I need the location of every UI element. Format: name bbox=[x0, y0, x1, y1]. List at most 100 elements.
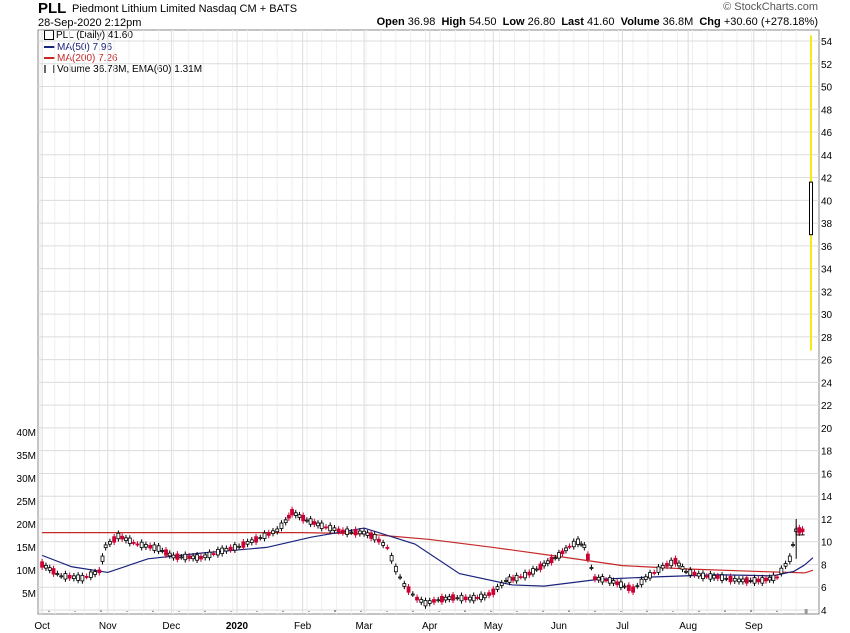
candle-body bbox=[767, 576, 772, 581]
last-value: 41.60 bbox=[587, 16, 615, 28]
candle-body bbox=[451, 594, 455, 601]
x-tick-label: Apr bbox=[422, 621, 438, 632]
candle-body bbox=[381, 542, 386, 546]
candle-body bbox=[491, 588, 496, 595]
candle-body bbox=[377, 538, 381, 543]
volume-bar bbox=[256, 611, 258, 612]
candle-body bbox=[283, 519, 288, 524]
volume-tick-label: 40M bbox=[17, 428, 36, 439]
candle-body bbox=[724, 577, 729, 580]
watermark[interactable]: © StockCharts.com bbox=[723, 1, 818, 13]
candle-body bbox=[402, 583, 407, 587]
candle-body bbox=[349, 531, 354, 534]
ma200-swatch-icon bbox=[44, 57, 55, 60]
candle-body bbox=[152, 544, 157, 551]
candle-body bbox=[127, 537, 132, 544]
candle-body bbox=[514, 575, 519, 582]
candle-body bbox=[279, 522, 284, 529]
candle-body bbox=[369, 532, 374, 539]
candle-body bbox=[266, 532, 271, 536]
candle-body bbox=[245, 541, 250, 545]
ma50-line bbox=[41, 527, 805, 587]
candle-body bbox=[220, 547, 225, 554]
volume-bar bbox=[464, 610, 466, 612]
y-tick-label: 8 bbox=[821, 560, 827, 571]
candle-body bbox=[791, 544, 795, 546]
ma50-swatch-icon bbox=[44, 46, 55, 49]
volume-tick-label: 20M bbox=[17, 520, 36, 531]
y-tick-label: 50 bbox=[821, 83, 833, 94]
candle-body bbox=[511, 577, 515, 581]
y-tick-label: 14 bbox=[821, 492, 833, 503]
ma50-tail bbox=[804, 557, 814, 566]
candle-body bbox=[585, 553, 590, 561]
volume-bar bbox=[126, 611, 128, 612]
candle-body bbox=[549, 556, 554, 564]
ticker-symbol: PLL bbox=[38, 0, 67, 17]
legend-volume: Volume 36.78M, EMA(60) 1.31M bbox=[44, 64, 202, 75]
volume-tick-label: 35M bbox=[17, 451, 36, 462]
volume-bar bbox=[152, 610, 154, 612]
candle-body bbox=[518, 576, 523, 579]
candle-body bbox=[787, 555, 792, 562]
candle-body bbox=[385, 547, 390, 549]
volume-bar bbox=[698, 610, 700, 612]
volume-bar bbox=[230, 611, 232, 612]
candle-body bbox=[241, 541, 246, 548]
candle-body bbox=[211, 553, 216, 555]
candle-body bbox=[673, 557, 678, 565]
candle-body bbox=[59, 575, 64, 578]
candle-body bbox=[332, 527, 337, 531]
candle-body bbox=[631, 586, 635, 593]
candle-body bbox=[97, 569, 102, 574]
candle-body bbox=[728, 575, 733, 583]
candle-icon bbox=[44, 30, 54, 41]
candle-body bbox=[436, 599, 441, 602]
x-tick-label: May bbox=[484, 621, 503, 632]
last-bar-body bbox=[809, 181, 813, 236]
candle-body bbox=[120, 535, 125, 540]
y-tick-label: 18 bbox=[821, 447, 833, 458]
x-tick-label: 2020 bbox=[226, 621, 249, 632]
candle-body bbox=[191, 555, 196, 560]
candle-body bbox=[593, 576, 597, 580]
candle-body bbox=[615, 581, 620, 586]
candle-body bbox=[293, 512, 298, 516]
candle-body bbox=[744, 577, 749, 584]
candle-body bbox=[164, 549, 168, 556]
x-tick-label: Oct bbox=[34, 621, 50, 632]
volume-bar bbox=[48, 610, 50, 612]
volume-bars-icon bbox=[44, 65, 55, 74]
candle-body bbox=[600, 576, 605, 583]
ohlc-readout: Open 36.98 High 54.50 Low 26.80 Last 41.… bbox=[377, 16, 818, 28]
volume-bar bbox=[490, 610, 492, 612]
candle-body bbox=[301, 514, 306, 522]
candle-body bbox=[639, 578, 644, 586]
open-label: Open bbox=[376, 16, 405, 28]
volume-bar bbox=[308, 611, 310, 612]
candle-body bbox=[527, 571, 532, 576]
volume-bar bbox=[438, 611, 440, 612]
candle-body bbox=[775, 576, 780, 579]
candle-body bbox=[576, 538, 580, 545]
candle-body bbox=[187, 555, 192, 559]
y-tick-label: 16 bbox=[821, 469, 833, 480]
candle-body bbox=[393, 565, 398, 573]
y-tick-label: 44 bbox=[821, 151, 833, 162]
candle-body bbox=[328, 524, 333, 532]
y-tick-label: 20 bbox=[821, 424, 833, 435]
candle-body bbox=[542, 562, 547, 567]
candle-body bbox=[232, 544, 237, 551]
candle-body bbox=[63, 573, 68, 580]
candle-body bbox=[319, 522, 324, 529]
candle-body bbox=[680, 566, 685, 570]
volume-bar bbox=[620, 611, 622, 612]
candle-body bbox=[771, 574, 776, 581]
candle-body bbox=[760, 577, 765, 584]
candle-body bbox=[286, 514, 291, 519]
candle-body bbox=[635, 585, 640, 588]
candle-body bbox=[708, 573, 713, 580]
candle-body bbox=[684, 570, 688, 573]
ma200-tail bbox=[804, 569, 814, 574]
